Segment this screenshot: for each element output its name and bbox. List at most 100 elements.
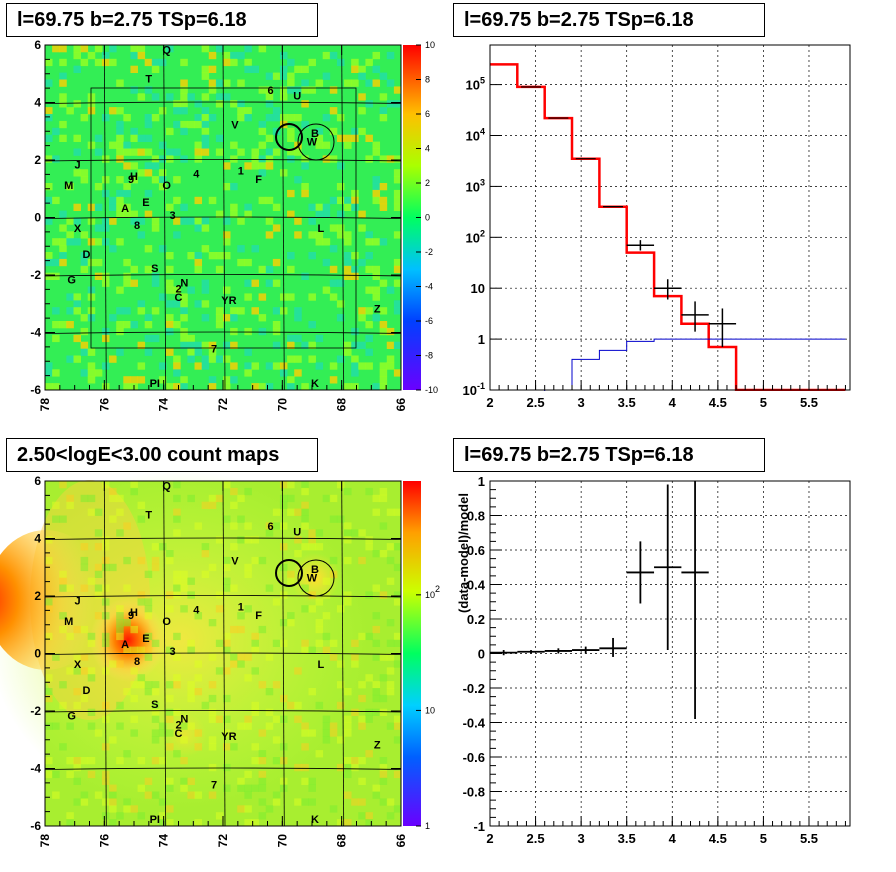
map-cell [379,383,388,391]
y-tick-label: -6 [30,819,41,833]
source-label: Q [162,481,171,493]
colorbar-tick-label: 102 [425,584,440,600]
map-cell [123,805,131,813]
map-cell [223,376,231,384]
map-cell [59,570,67,578]
map-cell [94,203,103,211]
map-cell [109,141,117,149]
y-tick-label: -4 [30,762,41,776]
map-cell [258,729,267,737]
map-cell [258,770,267,779]
map-cell [272,327,281,336]
map-cell [329,639,338,647]
map-cell [123,688,131,696]
y-tick-label: 2 [34,589,41,603]
source-label: C [175,728,183,740]
map-cell [130,45,138,53]
map-cell [365,708,373,716]
map-cell [251,743,259,751]
map-cell [315,639,324,647]
map-cell [101,383,110,391]
map-cell [180,327,188,336]
map-cell [351,639,359,647]
map-cell [52,127,60,136]
map-cell [301,120,309,129]
map-cell [187,791,195,799]
map-cell [215,494,224,503]
map-cell [87,632,96,641]
map-cell [80,45,89,53]
map-cell [237,805,245,813]
map-cell [180,341,188,349]
map-cell [116,508,124,516]
map-cell [301,639,309,647]
map-cell [336,58,345,67]
map-cell [301,155,309,163]
map-cell [294,667,302,675]
map-cell [101,639,110,647]
map-cell [379,694,388,703]
map-cell [351,529,359,537]
graticule-parallel [44,767,402,770]
map-cell [344,265,352,274]
map-cell [258,141,267,149]
map-cell [123,750,131,758]
map-cell [365,79,373,87]
map-cell [208,681,217,689]
map-cell [151,176,160,184]
map-cell [130,51,138,60]
map-cell [52,334,60,343]
map-cell [279,563,288,572]
map-cell [87,494,96,503]
map-cell [244,536,252,544]
map-cell [101,481,110,489]
map-cell [180,120,188,129]
map-cell [344,383,352,391]
source-label: F [255,610,262,622]
colorbar-tick-label: -10 [425,385,438,395]
map-cell [180,217,188,225]
map-cell [109,660,117,668]
map-cell [109,798,117,806]
map-cell [393,632,402,641]
map-cell [80,694,89,703]
colorbar-tick-label: 10 [425,705,435,715]
map-cell [301,543,309,551]
map-cell [87,674,96,682]
map-cell [87,258,96,267]
map-cell [372,791,381,799]
map-cell [158,169,167,177]
map-cell [109,563,117,572]
map-cell [158,362,167,370]
ts-colorbar-ticks: 10 8 6 4 2 0 -2 -4 -6 -8 -10 [416,40,438,395]
map-cell [301,272,309,280]
map-cell [294,550,302,558]
map-cell [166,715,174,723]
map-cell [73,293,81,301]
map-cell [379,203,388,211]
map-cell [173,217,181,225]
map-cell [344,79,352,87]
map-cell [287,701,295,710]
y-tick-label: 6 [34,38,41,52]
map-cell [45,598,53,606]
map-cell [73,148,81,156]
map-cell [109,736,117,744]
map-cell [237,777,245,785]
map-cell [351,327,359,336]
map-cell [208,501,217,509]
colorbar-tick-label: 6 [425,109,430,119]
map-cell [66,494,74,503]
source-label: E [142,633,149,645]
map-cell [116,148,124,156]
map-cell [265,708,274,716]
map-cell [265,155,274,163]
map-cell [194,258,203,267]
map-cell [137,341,146,349]
map-cell [173,321,181,329]
source-label: W [307,573,318,585]
map-cell [94,612,103,620]
map-cell [80,494,89,503]
map-cell [237,51,245,60]
map-cell [336,162,345,170]
